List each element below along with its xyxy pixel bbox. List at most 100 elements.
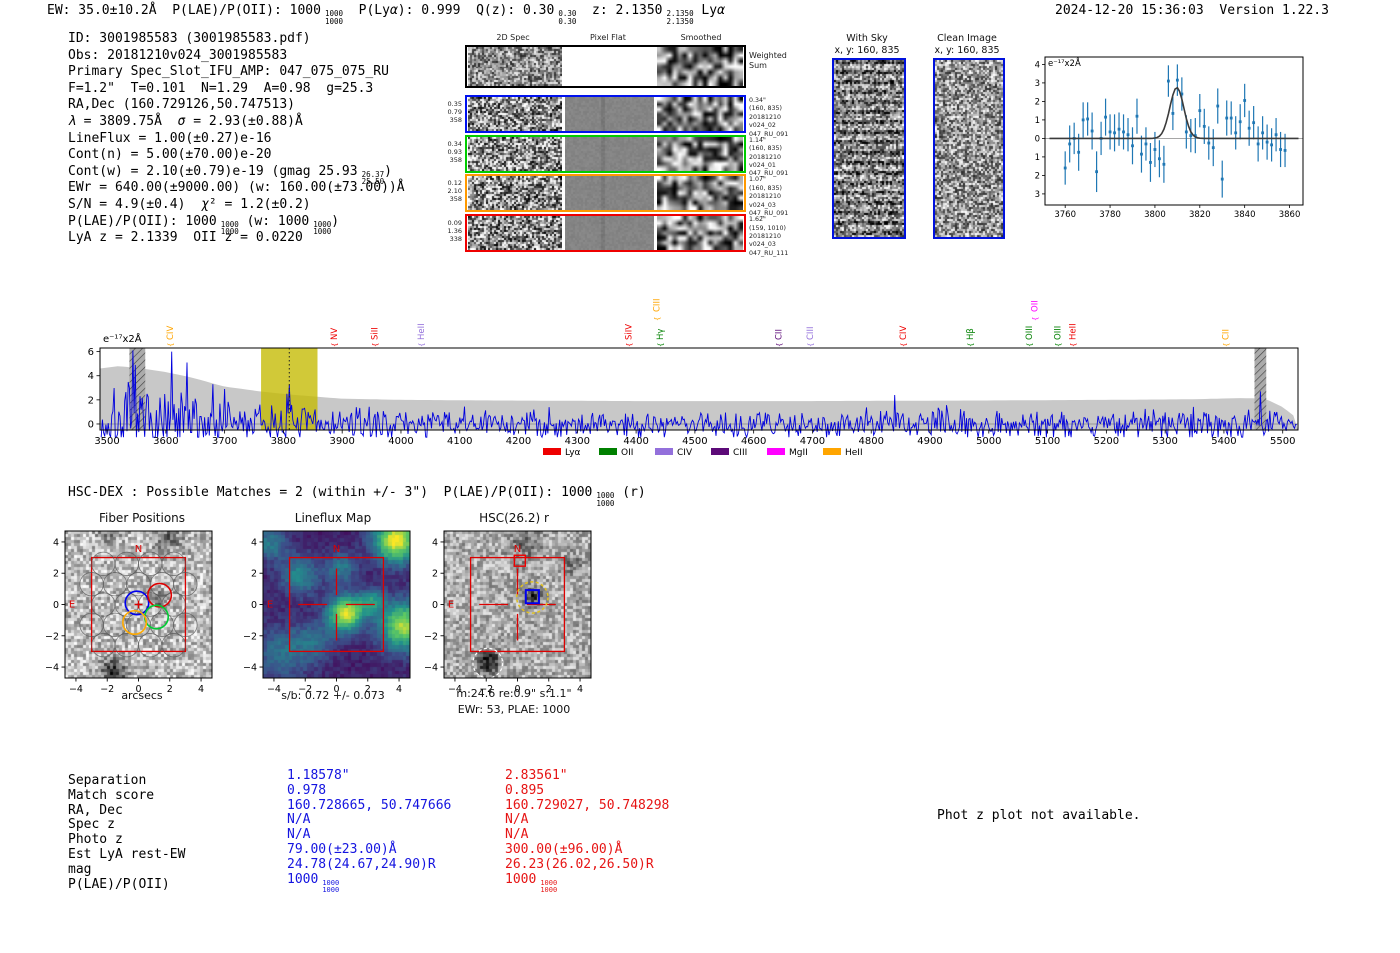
emission-line-brace: { <box>775 343 783 347</box>
svg-text:4: 4 <box>53 537 59 548</box>
svg-text:HeII: HeII <box>845 448 863 458</box>
emission-line-brace: { <box>1069 343 1077 347</box>
timestamp-text: 2024-12-20 15:36:03 <box>1055 3 1204 18</box>
svg-text:−2: −2 <box>243 631 257 642</box>
info-line: Cont(w) = 2.10(±0.79)e-19 (gmag 25.93 26.… <box>68 163 392 187</box>
spec2d-row-meta: 1.14" (160, 835) 20181210 v024_01 047_RU_091 <box>749 136 789 178</box>
match-candidate-2-value: N/A <box>505 827 529 843</box>
match-candidate-1-value: 79.00(±23.00)Å <box>287 841 397 857</box>
svg-text:4000: 4000 <box>388 436 413 447</box>
svg-text:−4: −4 <box>424 663 438 674</box>
match-table-row: Photo z N/A N/A <box>68 827 785 847</box>
svg-text:3900: 3900 <box>329 436 354 447</box>
svg-text:5200: 5200 <box>1094 436 1119 447</box>
detection-info-block: ID: 3001985583 (3001985583.pdf) Obs: 2018… <box>68 31 405 247</box>
emission-line-label: NV <box>330 328 340 340</box>
match-table-row: P(LAE)/P(OII) 1000 1000 1000 1000 1000 1000 <box>68 872 785 894</box>
svg-text:CIV: CIV <box>677 448 693 458</box>
svg-text:5500: 5500 <box>1270 436 1295 447</box>
emission-line-brace: { <box>900 343 908 347</box>
svg-text:3760: 3760 <box>1054 210 1076 220</box>
spectrum-legend: Lyα OII CIV CIII MgII HeII <box>543 448 863 458</box>
spec2d-fiber-row <box>465 134 746 173</box>
emission-line-label: OIII <box>1025 326 1035 340</box>
match-row-label: Photo z <box>68 832 123 848</box>
svg-text:3700: 3700 <box>212 436 237 447</box>
emission-line-label: Hγ <box>656 329 666 340</box>
svg-text:4300: 4300 <box>565 436 590 447</box>
emission-line-label: Hβ <box>966 328 976 340</box>
svg-text:3820: 3820 <box>1189 210 1211 220</box>
svg-text:2: 2 <box>432 569 438 580</box>
svg-text:4400: 4400 <box>623 436 648 447</box>
with-sky-title: With Sky x, y: 160, 835 <box>834 33 900 56</box>
info-line: Cont(n) = 5.00(±70.00)e-20 <box>68 147 272 163</box>
svg-text:0: 0 <box>53 600 59 611</box>
svg-text:4100: 4100 <box>447 436 472 447</box>
svg-text:−2: −2 <box>424 631 438 642</box>
spec2d-row-meta: 1.62" (159, 1010) 20181210 v024_03 047_RU_11… <box>749 216 789 257</box>
svg-text:OII: OII <box>621 448 633 458</box>
clean-image <box>933 58 1005 239</box>
svg-text:3: 3 <box>1035 79 1040 89</box>
spec2d-row-meta: 1.07" (160, 835) 20181210 v024_03 047_RU_091 <box>749 176 789 218</box>
svg-text:0: 0 <box>432 600 438 611</box>
spec2d-row-meta: Weighted Sum <box>749 51 787 70</box>
svg-text:3840: 3840 <box>1234 210 1256 220</box>
with-sky-image <box>832 58 906 239</box>
spec2d-fiber-row <box>465 214 746 253</box>
spec2d-smoothed <box>657 97 743 131</box>
match-table-row: RA, Dec 160.728665, 50.747666 160.729027, … <box>68 798 785 818</box>
svg-text:3780: 3780 <box>1099 210 1121 220</box>
spec2d-col-header: Pixel Flat <box>590 33 626 42</box>
info-line: Obs: 20181210v024_3001985583 <box>68 47 288 63</box>
match-candidate-1-value: 0.978 <box>287 782 327 798</box>
svg-text:5100: 5100 <box>1035 436 1060 447</box>
catalog-match-header: HSC-DEX : Possible Matches = 2 (within +… <box>68 485 646 508</box>
info-line: LineFlux = 1.00(±0.27)e-16 <box>68 130 272 146</box>
emission-line-label: CII <box>1222 329 1232 340</box>
spec2d-weighted-row <box>465 45 746 88</box>
svg-text:4: 4 <box>88 371 94 382</box>
match-candidate-2-value: 26.23(26.02,26.50)R <box>505 856 654 872</box>
fiber-positions-title: Fiber Positions <box>98 511 186 525</box>
match-candidate-2-value: 0.895 <box>505 782 545 798</box>
spec2d-spectrum <box>468 97 562 131</box>
match-table-row: mag 24.78(24.67,24.90)R 26.23(26.02,26.50)… <box>68 856 785 877</box>
svg-text:0: 0 <box>251 600 257 611</box>
unit-label: e⁻¹⁷x2Å <box>1048 57 1081 69</box>
svg-text:−2: −2 <box>45 631 59 642</box>
emission-line-brace: { <box>654 317 662 321</box>
svg-text:1: 1 <box>1035 116 1040 126</box>
svg-text:4: 4 <box>432 537 438 548</box>
svg-text:−4: −4 <box>45 663 59 674</box>
emission-line-label: SiIV <box>625 324 635 340</box>
report-timestamp: 2024-12-20 15:36:03 Version 1.22.3 <box>1055 3 1329 18</box>
svg-text:3500: 3500 <box>94 436 119 447</box>
match-row-label: Match score <box>68 787 155 803</box>
emission-line-label: OIII <box>1054 326 1064 340</box>
lineflux-map-image <box>263 531 410 678</box>
match-candidate-1-value: N/A <box>287 827 311 843</box>
svg-text:3800: 3800 <box>271 436 296 447</box>
info-line: F=1.2" T=0.101 N=1.29 A=0.98 g=25.3 <box>68 80 374 96</box>
info-line: S/N = 4.9(±0.4) χ² = 1.2(±0.2) <box>68 196 311 212</box>
version-text: Version 1.22.3 <box>1219 3 1329 18</box>
svg-text:Lyα: Lyα <box>565 448 581 458</box>
spec2d-row-meta: 0.34" (160, 835) 20181210 v024_02 047_RU_091 <box>749 97 789 138</box>
spec2d-spectrum <box>468 176 562 211</box>
emission-line-brace: { <box>167 343 175 347</box>
svg-text:5400: 5400 <box>1211 436 1236 447</box>
hsc-cutout-image <box>444 531 591 678</box>
match-candidate-2-value: 2.83561" <box>505 768 568 783</box>
svg-text:4: 4 <box>251 537 257 548</box>
svg-text:MgII: MgII <box>789 448 808 458</box>
info-line: RA,Dec (160.729126,50.747513) <box>68 97 295 113</box>
svg-text:4200: 4200 <box>506 436 531 447</box>
svg-text:3800: 3800 <box>1144 210 1166 220</box>
emission-line-brace: { <box>1026 343 1034 347</box>
emission-line-brace: { <box>331 343 339 347</box>
spec2d-fiber-row <box>465 174 746 213</box>
lineflux-map-title: Lineflux Map <box>294 511 372 525</box>
match-row-label: P(LAE)/P(OII) <box>68 876 170 892</box>
